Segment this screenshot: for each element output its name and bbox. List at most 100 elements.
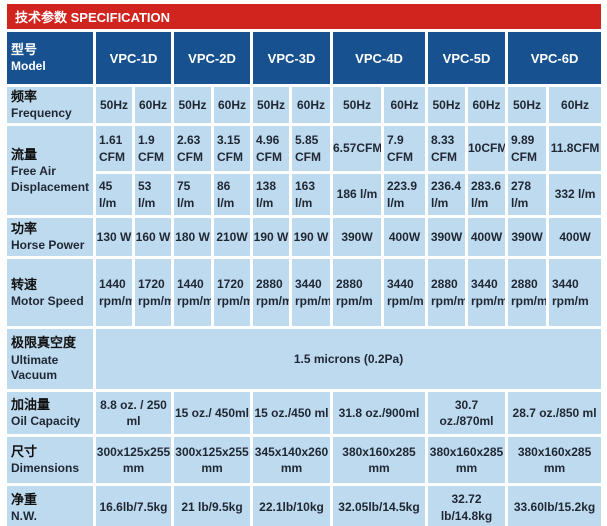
row-label-model: 型号 Model <box>7 32 93 84</box>
cfm-cell: 5.85 CFM <box>292 126 330 171</box>
speed-cell: 3440 rpm/m <box>468 259 505 326</box>
lpm-cell: 53 l/m <box>135 174 171 215</box>
dimensions-row: 尺寸 Dimensions 300x125x255 mm 300x125x255… <box>7 437 602 483</box>
row-label-free-air: 流量 Free Air Displacement <box>7 126 93 215</box>
freq-cell: 60Hz <box>549 87 602 123</box>
dim-cell: 380x160x285 mm <box>333 437 425 483</box>
nw-cell: 32.05lb/14.5kg <box>333 486 425 526</box>
hp-cell: 390W <box>508 218 546 256</box>
speed-cell: 3440 rpm/m <box>384 259 425 326</box>
model-vpc-4d: VPC-4D <box>333 32 425 84</box>
row-label-frequency: 频率 Frequency <box>7 87 93 123</box>
cfm-cell: 6.57CFM <box>333 126 381 171</box>
cfm-cell: 1.61 CFM <box>96 126 132 171</box>
freq-cell: 50Hz <box>333 87 381 123</box>
freq-cell: 50Hz <box>428 87 465 123</box>
oil-cell: 8.8 oz. / 250 ml <box>96 392 171 434</box>
speed-cell: 1440 rpm/m <box>174 259 211 326</box>
freq-cell: 50Hz <box>96 87 132 123</box>
freq-cell: 60Hz <box>214 87 250 123</box>
oil-cell: 31.8 oz./900ml <box>333 392 425 434</box>
hp-cell: 190 W <box>292 218 330 256</box>
hp-cell: 400W <box>549 218 602 256</box>
lpm-cell: 86 l/m <box>214 174 250 215</box>
dim-cell: 300x125x255 mm <box>174 437 250 483</box>
lpm-cell: 278 l/m <box>508 174 546 215</box>
dim-cell: 300x125x255 mm <box>96 437 171 483</box>
row-label-dimensions: 尺寸 Dimensions <box>7 437 93 483</box>
hp-cell: 180 W <box>174 218 211 256</box>
section-title: 技术参数 SPECIFICATION <box>7 4 602 29</box>
model-vpc-1d: VPC-1D <box>96 32 171 84</box>
cfm-cell: 11.8CFM <box>549 126 602 171</box>
lpm-cell: 45 l/m <box>96 174 132 215</box>
cfm-cell: 2.63 CFM <box>174 126 211 171</box>
nw-cell: 16.6lb/7.5kg <box>96 486 171 526</box>
speed-cell: 1720 rpm/m <box>214 259 250 326</box>
oil-capacity-row: 加油量 Oil Capacity 8.8 oz. / 250 ml 15 oz.… <box>7 392 602 434</box>
lpm-cell: 138 l/m <box>253 174 289 215</box>
net-weight-row: 净重 N.W. 16.6lb/7.5kg 21 lb/9.5kg 22.1lb/… <box>7 486 602 526</box>
cfm-cell: 8.33 CFM <box>428 126 465 171</box>
title-row: 技术参数 SPECIFICATION <box>7 4 602 29</box>
hp-cell: 400W <box>384 218 425 256</box>
speed-cell: 2880 rpm/m <box>428 259 465 326</box>
row-label-motor-speed: 转速 Motor Speed <box>7 259 93 326</box>
nw-cell: 32.72 lb/14.8kg <box>428 486 505 526</box>
spec-table: 技术参数 SPECIFICATION 型号 Model VPC-1D VPC-2… <box>4 1 605 526</box>
row-label-ultimate-vacuum: 极限真空度 Ultimate Vacuum <box>7 329 93 389</box>
freq-cell: 50Hz <box>253 87 289 123</box>
hp-cell: 390W <box>333 218 381 256</box>
model-vpc-5d: VPC-5D <box>428 32 505 84</box>
freq-cell: 60Hz <box>135 87 171 123</box>
lpm-cell: 236.4 l/m <box>428 174 465 215</box>
row-label-net-weight: 净重 N.W. <box>7 486 93 526</box>
hp-cell: 130 W <box>96 218 132 256</box>
horse-power-row: 功率 Horse Power 130 W 160 W 180 W 210W 19… <box>7 218 602 256</box>
freq-cell: 60Hz <box>384 87 425 123</box>
lpm-cell: 223.9 l/m <box>384 174 425 215</box>
cfm-cell: 4.96 CFM <box>253 126 289 171</box>
hp-cell: 190 W <box>253 218 289 256</box>
lpm-cell: 75 l/m <box>174 174 211 215</box>
hp-cell: 390W <box>428 218 465 256</box>
dim-cell: 345x140x260 mm <box>253 437 330 483</box>
freq-cell: 50Hz <box>174 87 211 123</box>
model-row: 型号 Model VPC-1D VPC-2D VPC-3D VPC-4D VPC… <box>7 32 602 84</box>
lpm-cell: 163 l/m <box>292 174 330 215</box>
lpm-cell: 332 l/m <box>549 174 602 215</box>
cfm-cell: 9.89 CFM <box>508 126 546 171</box>
free-air-lpm-row: 45 l/m 53 l/m 75 l/m 86 l/m 138 l/m 163 … <box>7 174 602 215</box>
oil-cell: 28.7 oz./850 ml <box>508 392 602 434</box>
cfm-cell: 10CFM <box>468 126 505 171</box>
row-label-oil-capacity: 加油量 Oil Capacity <box>7 392 93 434</box>
speed-cell: 3440 rpm/m <box>292 259 330 326</box>
model-vpc-2d: VPC-2D <box>174 32 250 84</box>
speed-cell: 2880 rpm/m <box>333 259 381 326</box>
oil-cell: 30.7 oz./870ml <box>428 392 505 434</box>
dim-cell: 380x160x285 mm <box>508 437 602 483</box>
nw-cell: 22.1lb/10kg <box>253 486 330 526</box>
nw-cell: 33.60lb/15.2kg <box>508 486 602 526</box>
lpm-cell: 283.6 l/m <box>468 174 505 215</box>
model-vpc-6d: VPC-6D <box>508 32 602 84</box>
ultimate-vacuum-row: 极限真空度 Ultimate Vacuum 1.5 microns (0.2Pa… <box>7 329 602 389</box>
model-vpc-3d: VPC-3D <box>253 32 330 84</box>
freq-cell: 50Hz <box>508 87 546 123</box>
ultimate-vacuum-value: 1.5 microns (0.2Pa) <box>96 329 602 389</box>
speed-cell: 2880 rpm/m <box>508 259 546 326</box>
motor-speed-row: 转速 Motor Speed 1440 rpm/m 1720 rpm/m 144… <box>7 259 602 326</box>
freq-cell: 60Hz <box>292 87 330 123</box>
speed-cell: 3440 rpm/m <box>549 259 602 326</box>
hp-cell: 400W <box>468 218 505 256</box>
cfm-cell: 3.15 CFM <box>214 126 250 171</box>
speed-cell: 1720 rpm/m <box>135 259 171 326</box>
cfm-cell: 7.9 CFM <box>384 126 425 171</box>
lpm-cell: 186 l/m <box>333 174 381 215</box>
dim-cell: 380x160x285 mm <box>428 437 505 483</box>
nw-cell: 21 lb/9.5kg <box>174 486 250 526</box>
speed-cell: 1440 rpm/m <box>96 259 132 326</box>
hp-cell: 160 W <box>135 218 171 256</box>
speed-cell: 2880 rpm/m <box>253 259 289 326</box>
